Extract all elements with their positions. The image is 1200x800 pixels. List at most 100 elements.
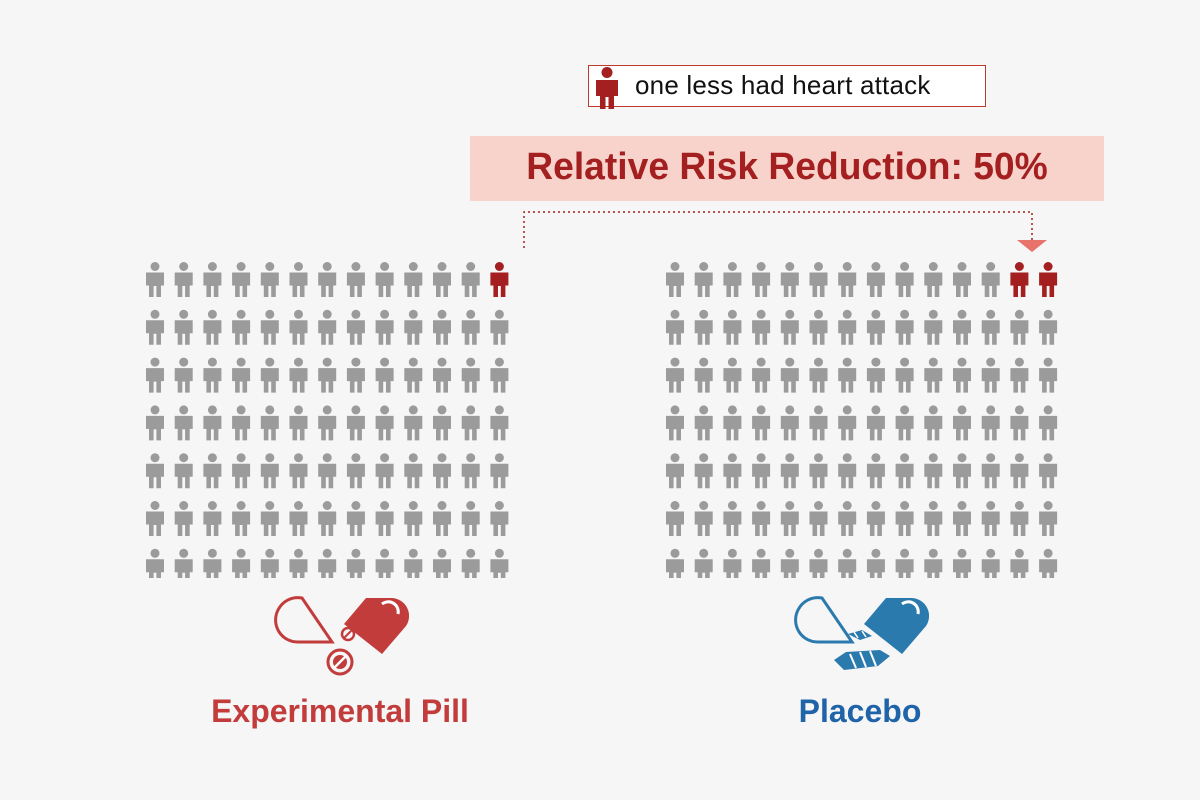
person-icon: [1010, 357, 1029, 393]
person-icon: [346, 357, 365, 393]
person-icon: [375, 262, 394, 297]
person-icon: [146, 453, 164, 489]
person-icon: [752, 453, 771, 489]
person-icon: [174, 501, 193, 536]
person-icon: [203, 357, 222, 393]
person-icon: [318, 453, 337, 489]
person-icon: [289, 501, 308, 536]
person-icon: [490, 405, 509, 441]
person-icon: [289, 309, 308, 345]
person-icon: [375, 309, 394, 345]
person-icon: [866, 453, 885, 489]
person-icon: [752, 405, 771, 441]
person-icon: [1039, 501, 1058, 536]
person-icon: [203, 453, 222, 489]
person-icon: [146, 309, 164, 345]
person-icon: [404, 453, 423, 489]
person-icon: [232, 548, 251, 578]
person-icon: [232, 357, 251, 393]
person-icon: [346, 548, 365, 578]
experimental-pill-icon: [274, 596, 410, 676]
person-icon: [866, 548, 885, 578]
person-icon: [174, 357, 193, 393]
person-icon: [146, 548, 164, 578]
person-icon: [596, 67, 618, 109]
person-icon: [953, 262, 971, 297]
person-icon: [260, 501, 279, 536]
person-icon: [809, 453, 828, 489]
person-icon: [666, 501, 684, 536]
person-icon: [1010, 453, 1029, 489]
person-icon: [694, 357, 713, 393]
person-icon: [232, 405, 251, 441]
person-icon: [1039, 453, 1058, 489]
person-icon: [203, 309, 222, 345]
person-icon: [780, 453, 799, 489]
person-icon: [895, 405, 914, 441]
person-icon: [260, 548, 279, 578]
person-icon: [895, 453, 914, 489]
person-icon: [260, 453, 279, 489]
person-icon: [666, 453, 684, 489]
person-icon: [752, 262, 771, 297]
person-icon: [723, 453, 742, 489]
person-icon: [780, 262, 799, 297]
person-icon: [866, 405, 885, 441]
person-icon: [461, 262, 480, 297]
person-icon: [433, 309, 451, 345]
person-icon: [232, 309, 251, 345]
person-icon: [318, 548, 337, 578]
person-icon: [203, 548, 222, 578]
person-icon: [490, 501, 509, 536]
person-icon: [260, 262, 279, 297]
person-icon: [433, 453, 451, 489]
person-icon: [289, 262, 308, 297]
person-icon: [924, 453, 943, 489]
person-icon: [174, 309, 193, 345]
person-icon: [981, 262, 1000, 297]
person-icon: [666, 262, 684, 297]
headline-box: Relative Risk Reduction: 50%: [470, 136, 1104, 201]
person-icon: [694, 262, 713, 297]
person-icon: [723, 405, 742, 441]
person-icon: [404, 262, 423, 297]
person-icon: [174, 262, 193, 297]
person-icon: [490, 548, 509, 578]
person-icon: [895, 501, 914, 536]
person-icon: [694, 405, 713, 441]
person-icon: [433, 501, 451, 536]
person-icon: [318, 309, 337, 345]
person-icon: [1039, 405, 1058, 441]
person-icon: [838, 405, 857, 441]
person-icon: [346, 405, 365, 441]
person-icon-highlight: [490, 262, 509, 297]
person-icon: [375, 453, 394, 489]
person-icon: [895, 262, 914, 297]
legend-box: one less had heart attack: [588, 65, 986, 109]
person-icon: [723, 501, 742, 536]
person-icon: [666, 357, 684, 393]
person-icon: [433, 548, 451, 578]
person-icon: [981, 501, 1000, 536]
down-arrow-icon: [1017, 240, 1047, 252]
placebo-label: Placebo: [798, 693, 922, 729]
person-icon: [981, 405, 1000, 441]
person-icon: [666, 548, 684, 578]
person-icon: [780, 501, 799, 536]
person-icon: [924, 357, 943, 393]
person-icon: [895, 309, 914, 345]
person-icon: [375, 548, 394, 578]
person-icon: [809, 262, 828, 297]
person-icon: [924, 501, 943, 536]
person-icon: [981, 453, 1000, 489]
person-icon: [346, 309, 365, 345]
person-icon: [1010, 548, 1029, 578]
person-icon-highlight: [1039, 262, 1058, 297]
person-icon: [461, 501, 480, 536]
person-icon: [953, 501, 971, 536]
person-icon: [289, 405, 308, 441]
person-icon: [866, 262, 885, 297]
person-icon: [404, 501, 423, 536]
person-icon: [752, 357, 771, 393]
